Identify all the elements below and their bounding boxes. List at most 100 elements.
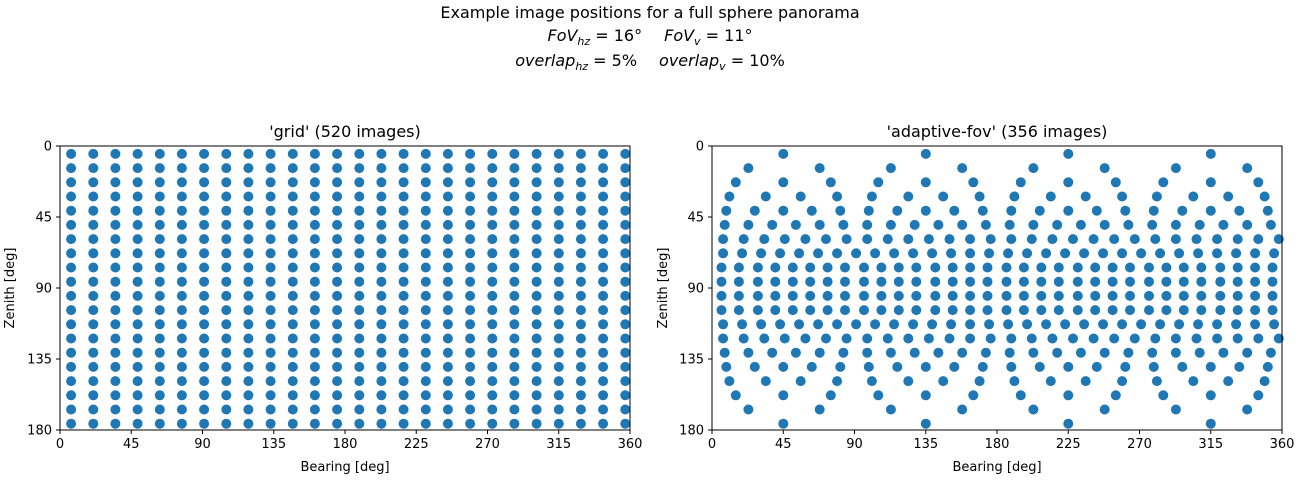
image-position-point xyxy=(553,376,564,387)
image-position-point xyxy=(509,333,520,344)
image-position-point xyxy=(1001,305,1012,316)
image-position-point xyxy=(553,333,564,344)
image-position-point xyxy=(398,148,409,159)
image-position-point xyxy=(287,361,298,372)
image-position-point xyxy=(598,347,609,358)
image-position-point xyxy=(132,404,143,415)
image-position-point xyxy=(487,390,498,401)
image-position-point xyxy=(598,276,609,287)
image-position-point xyxy=(1196,276,1207,287)
image-position-point xyxy=(553,404,564,415)
image-position-point xyxy=(1194,219,1205,230)
image-position-point xyxy=(1178,262,1189,273)
image-position-point xyxy=(66,177,77,188)
image-position-point xyxy=(442,390,453,401)
image-position-point xyxy=(892,205,903,216)
y-tick-label: 180 xyxy=(27,424,52,439)
image-position-point xyxy=(110,347,121,358)
image-position-point xyxy=(465,219,476,230)
image-position-point xyxy=(892,361,903,372)
image-position-point xyxy=(442,319,453,330)
image-position-point xyxy=(949,361,960,372)
image-position-point xyxy=(199,404,210,415)
image-position-point xyxy=(813,248,824,259)
image-position-point xyxy=(1250,305,1261,316)
image-position-point xyxy=(1063,177,1074,188)
image-position-point xyxy=(376,404,387,415)
image-position-point xyxy=(822,305,833,316)
image-position-point xyxy=(154,376,165,387)
image-position-point xyxy=(265,148,276,159)
image-position-point xyxy=(376,319,387,330)
image-position-point xyxy=(1091,205,1102,216)
image-position-point xyxy=(509,376,520,387)
image-position-point xyxy=(110,191,121,202)
image-position-point xyxy=(1161,262,1172,273)
image-position-point xyxy=(176,404,187,415)
image-position-point xyxy=(1028,347,1039,358)
image-position-point xyxy=(1006,234,1017,245)
image-position-point xyxy=(862,347,873,358)
image-position-point xyxy=(221,290,232,301)
image-position-point xyxy=(1212,333,1223,344)
image-position-point xyxy=(1001,276,1012,287)
image-position-point xyxy=(332,333,343,344)
image-position-point xyxy=(1063,390,1074,401)
image-position-point xyxy=(1232,234,1243,245)
image-position-point xyxy=(1161,276,1172,287)
image-position-point xyxy=(1215,262,1226,273)
image-position-point xyxy=(1196,262,1207,273)
image-position-point xyxy=(487,361,498,372)
image-position-point xyxy=(442,276,453,287)
image-position-point xyxy=(724,376,735,387)
image-position-point xyxy=(1193,248,1204,259)
image-position-point xyxy=(873,177,884,188)
image-position-point xyxy=(176,248,187,259)
image-position-point xyxy=(575,347,586,358)
image-position-point xyxy=(965,262,976,273)
image-position-point xyxy=(287,418,298,429)
image-position-point xyxy=(1018,276,1029,287)
image-position-point xyxy=(531,404,542,415)
image-position-point xyxy=(354,319,365,330)
image-position-point xyxy=(1047,333,1058,344)
image-position-point xyxy=(1004,347,1015,358)
image-position-point xyxy=(465,418,476,429)
image-position-point xyxy=(1161,290,1172,301)
image-position-point xyxy=(332,177,343,188)
y-tick-label: 90 xyxy=(35,282,52,297)
y-tick-label: 0 xyxy=(44,140,52,155)
image-position-point xyxy=(88,163,99,174)
image-position-point xyxy=(221,333,232,344)
image-position-point xyxy=(1034,205,1045,216)
image-position-point xyxy=(1036,305,1047,316)
image-position-point xyxy=(332,163,343,174)
image-position-point xyxy=(620,319,631,330)
image-position-point xyxy=(575,234,586,245)
points xyxy=(716,148,1284,429)
image-position-point xyxy=(1223,191,1234,202)
image-position-point xyxy=(1107,305,1118,316)
image-position-point xyxy=(442,205,453,216)
image-position-point xyxy=(199,305,210,316)
image-position-point xyxy=(806,361,817,372)
image-position-point xyxy=(199,148,210,159)
image-position-point xyxy=(920,205,931,216)
image-position-point xyxy=(977,361,988,372)
image-position-point xyxy=(465,163,476,174)
image-position-point xyxy=(66,361,77,372)
image-position-point xyxy=(1215,305,1226,316)
image-position-point xyxy=(465,205,476,216)
image-position-point xyxy=(885,347,896,358)
image-position-point xyxy=(420,347,431,358)
image-position-point xyxy=(930,262,941,273)
image-position-point xyxy=(354,347,365,358)
image-position-point xyxy=(575,305,586,316)
image-position-point xyxy=(132,361,143,372)
image-position-point xyxy=(908,248,919,259)
image-position-point xyxy=(752,262,763,273)
image-position-point xyxy=(575,290,586,301)
image-position-point xyxy=(1144,262,1154,273)
image-position-point xyxy=(376,376,387,387)
